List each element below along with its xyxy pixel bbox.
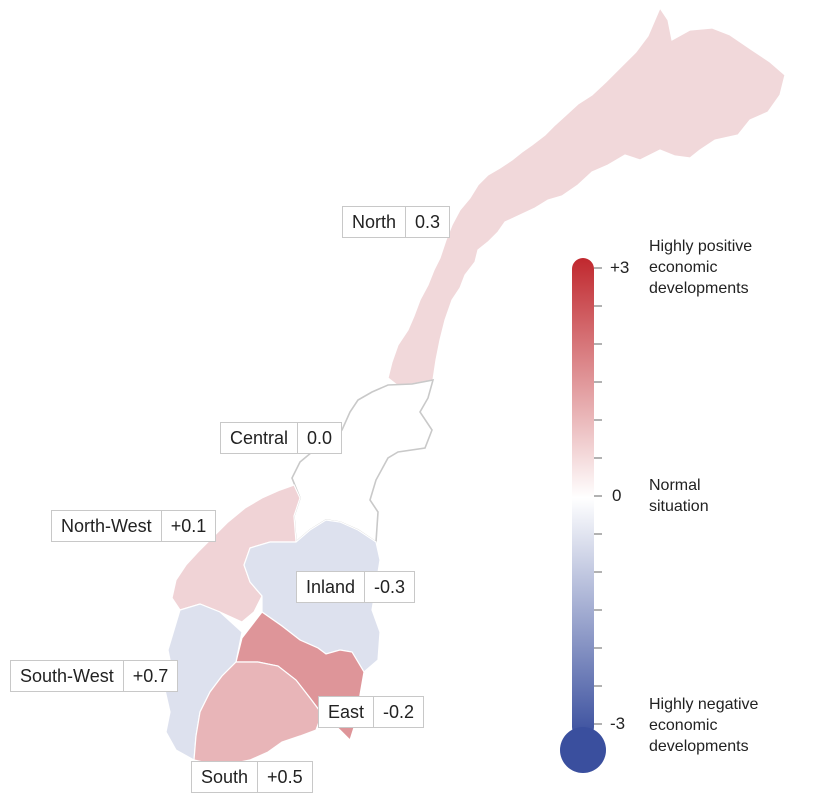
- tick-label-mid: 0: [612, 486, 622, 505]
- region-value: -0.3: [364, 572, 414, 602]
- tick-label-top: +3: [610, 258, 630, 277]
- label-north-west: North-West +0.1: [51, 510, 217, 542]
- label-central: Central 0.0: [220, 422, 343, 454]
- label-east: East -0.2: [318, 696, 425, 728]
- region-south[interactable]: [193, 661, 323, 765]
- label-north: North 0.3: [342, 206, 451, 238]
- legend-line: Highly negative: [649, 696, 759, 713]
- region-value: 0.3: [405, 207, 449, 237]
- region-name: South-West: [20, 666, 114, 686]
- region-value: -0.2: [373, 697, 423, 727]
- tick-label-bottom: -3: [610, 714, 626, 733]
- legend-top-text: Highly positive economic developments: [649, 236, 752, 299]
- legend-bottom-text: Highly negative economic developments: [649, 694, 758, 757]
- region-name: North: [352, 212, 397, 232]
- legend-mid-text: Normal situation: [649, 475, 709, 517]
- region-name: Inland: [306, 577, 356, 597]
- region-central[interactable]: [291, 378, 435, 544]
- legend-line: economic: [649, 259, 718, 276]
- region-value: 0.0: [297, 423, 341, 453]
- legend-line: developments: [649, 738, 749, 755]
- region-name: South: [201, 767, 249, 787]
- label-south: South +0.5: [191, 761, 313, 793]
- label-south-west: South-West +0.7: [10, 660, 179, 692]
- legend-line: Highly positive: [649, 238, 753, 255]
- region-value: +0.1: [160, 511, 216, 541]
- region-name: Central: [230, 428, 289, 448]
- legend-line: developments: [649, 280, 749, 297]
- legend-line: Normal: [649, 477, 701, 494]
- region-name: North-West: [61, 516, 152, 536]
- region-value: +0.5: [257, 762, 312, 792]
- region-value: +0.7: [122, 661, 178, 691]
- region-north[interactable]: [387, 6, 786, 386]
- legend-line: situation: [649, 498, 709, 515]
- region-name: East: [328, 702, 365, 722]
- label-inland: Inland -0.3: [296, 571, 416, 603]
- legend-line: economic: [649, 717, 718, 734]
